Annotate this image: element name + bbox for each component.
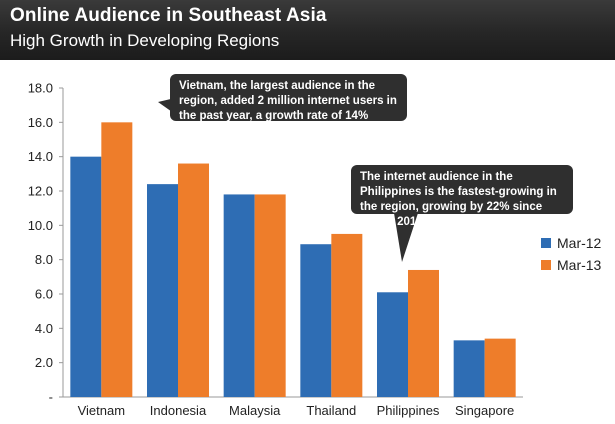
bar-mar-12-thailand (300, 244, 332, 397)
bar-mar-13-indonesia (178, 163, 209, 397)
bar-mar-13-malaysia (254, 194, 286, 397)
y-tick-label: 2.0 (35, 355, 53, 370)
bars (70, 122, 516, 397)
chart-subtitle: High Growth in Developing Regions (10, 31, 280, 50)
y-tick-label: 8.0 (35, 252, 53, 267)
x-tick-labels: Vietnam Indonesia Malaysia Thailand Philippi… (78, 403, 515, 418)
callout-philippines: The internet audience in the Philippines… (351, 165, 573, 228)
bar-mar-12-singapore (453, 340, 485, 397)
y-tick-label: 12.0 (28, 184, 53, 199)
y-tick-label: 10.0 (28, 218, 53, 233)
x-tick-label: Vietnam (78, 403, 125, 418)
legend-swatch (541, 237, 551, 248)
bar-mar-13-singapore (484, 338, 516, 397)
chart-header: Online Audience in Southeast Asia High G… (0, 0, 615, 60)
legend-label: Mar-12 (557, 234, 602, 251)
callout-pointer (394, 213, 418, 262)
y-tick-label: - (49, 390, 53, 405)
bar-mar-13-vietnam (101, 122, 133, 397)
legend-swatch (541, 259, 551, 270)
y-tick-label: 4.0 (35, 321, 53, 336)
y-tick-label: 18.0 (28, 81, 53, 96)
bar-mar-12-philippines (377, 292, 408, 397)
bar-mar-13-thailand (331, 233, 363, 397)
x-tick-label: Malaysia (229, 403, 281, 418)
legend-label: Mar-13 (557, 256, 602, 273)
y-ticks: - 2.0 4.0 6.0 8.0 10.0 12.0 14.0 16.0 18.0 (28, 81, 63, 405)
y-tick-label: 16.0 (28, 115, 53, 130)
x-tick-label: Indonesia (150, 403, 207, 418)
legend-item-mar-13: Mar-13 (541, 254, 601, 275)
bar-mar-13-philippines (408, 269, 439, 397)
callout-vietnam: Vietnam, the largest audience in the reg… (170, 74, 407, 122)
y-tick-label: 6.0 (35, 287, 53, 302)
x-tick-label: Thailand (306, 403, 356, 418)
legend: Mar-12 Mar-13 (541, 232, 601, 276)
chart-title: Online Audience in Southeast Asia (10, 5, 327, 26)
legend-item-mar-12: Mar-12 (541, 232, 601, 253)
x-tick-label: Singapore (455, 403, 514, 418)
bar-mar-12-vietnam (70, 156, 102, 397)
x-tick-label: Philippines (377, 403, 440, 418)
y-tick-label: 14.0 (28, 149, 53, 164)
bar-mar-12-indonesia (147, 184, 178, 397)
bar-mar-12-malaysia (223, 194, 255, 397)
